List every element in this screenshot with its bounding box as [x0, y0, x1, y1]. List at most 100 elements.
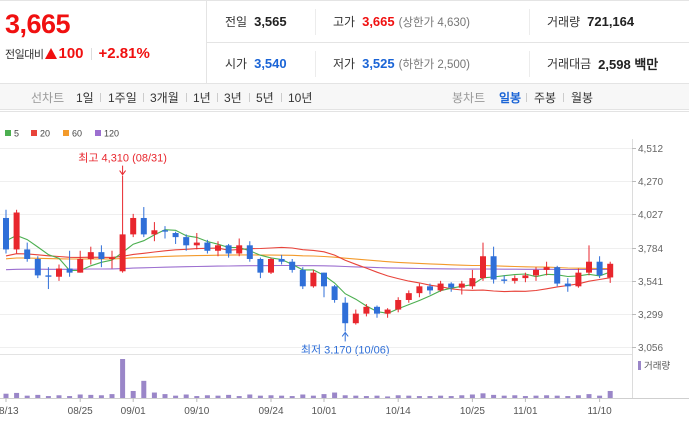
- volume-bar: [342, 395, 348, 398]
- candle: [458, 280, 465, 295]
- volume-bar: [204, 395, 210, 398]
- candle-body: [225, 245, 232, 254]
- change-percent: +2.81%: [98, 45, 150, 62]
- volume-bar: [151, 392, 157, 398]
- ytick-label: 3,056: [638, 343, 663, 354]
- divider: [529, 51, 530, 77]
- volume-bar: [501, 395, 507, 398]
- volume-bar: [14, 392, 20, 398]
- price-summary: 3,665 전일대비 100 +2.81% 전일 3,565 고가 3,665 …: [0, 0, 689, 85]
- candle: [427, 283, 433, 295]
- legend-label-5: 5: [14, 129, 19, 139]
- divider: [90, 47, 92, 60]
- candle: [299, 267, 306, 290]
- candle-body: [384, 309, 391, 314]
- candle-body: [310, 272, 317, 287]
- candle-body: [130, 217, 137, 235]
- volume-bar: [385, 396, 391, 398]
- volume-bar: [88, 394, 94, 398]
- ytick-label: 3,541: [638, 277, 663, 288]
- divider: [315, 51, 316, 77]
- candle-body: [13, 212, 20, 250]
- period-1d[interactable]: 1일: [76, 91, 94, 105]
- candle: [268, 257, 274, 275]
- candle-body: [98, 252, 105, 259]
- ytick-label: 4,027: [638, 210, 663, 221]
- period-1w[interactable]: 1주일: [108, 91, 137, 105]
- volume-bar: [395, 395, 401, 398]
- volume-bar: [56, 395, 62, 398]
- stat-label: 저가: [333, 57, 356, 71]
- summary-row-2: 시가 3,540 저가 3,525 (하한가 2,500) 거래대금 2,598…: [207, 43, 689, 85]
- volume-bar: [575, 395, 581, 398]
- candle-body: [522, 275, 529, 279]
- candle: [109, 250, 115, 269]
- candle-body: [437, 283, 444, 291]
- volume-bar: [363, 396, 369, 398]
- legend-swatch: [95, 130, 101, 136]
- volume-bar: [427, 396, 433, 398]
- change-label: 전일대비: [5, 48, 44, 61]
- candle-body: [56, 268, 62, 277]
- candle-body: [374, 306, 380, 314]
- candle: [490, 246, 497, 284]
- candle: [384, 308, 391, 318]
- volume-bar: [289, 396, 295, 398]
- candle: [246, 241, 253, 262]
- candle: [204, 239, 211, 254]
- candle-monthly[interactable]: 월봉: [571, 91, 594, 105]
- xtick-label: 09/10: [184, 406, 209, 417]
- legend-label-60: 60: [72, 129, 82, 139]
- candle: [522, 272, 529, 283]
- volume-bar: [374, 395, 380, 398]
- period-5y[interactable]: 5년: [256, 91, 274, 105]
- period-10y[interactable]: 10년: [288, 91, 313, 105]
- volume-bar: [247, 394, 253, 398]
- volume-bar: [300, 394, 306, 398]
- candle: [24, 242, 31, 262]
- candle: [151, 222, 158, 242]
- stat-label: 거래량: [547, 15, 581, 29]
- ma5-line: [5, 229, 611, 314]
- candlestick-chart[interactable]: 5 20 60 120 4,512 4,270 4,027 3,784 3,541 3,299 3…: [0, 111, 689, 430]
- candle-body: [24, 249, 31, 259]
- high-price-label: 최고 4,310 (08/31): [78, 152, 167, 165]
- divider: [100, 93, 101, 102]
- volume-bar: [226, 394, 232, 398]
- volume-bar: [215, 395, 221, 398]
- ytick-label: 3,784: [638, 244, 663, 255]
- candle: [342, 297, 349, 332]
- ma-legend: 5 20 60 120: [5, 129, 119, 139]
- xtick-label: 11/01: [513, 406, 538, 417]
- candle: [511, 275, 518, 284]
- candle-daily[interactable]: 일봉: [499, 91, 522, 105]
- candle-body: [215, 245, 221, 251]
- legend-swatch: [5, 130, 11, 136]
- ma60-line: [5, 254, 611, 270]
- ytick-label: 4,512: [638, 144, 663, 155]
- candle: [607, 261, 614, 283]
- period-3m[interactable]: 3개월: [150, 91, 179, 105]
- legend-label-20: 20: [40, 129, 50, 139]
- volume-bar: [469, 394, 475, 398]
- candle: [395, 297, 402, 313]
- price-axis: 4,512 4,270 4,027 3,784 3,541 3,299 3,056: [632, 144, 663, 354]
- xtick-label: 08/13: [0, 406, 19, 417]
- period-1y[interactable]: 1년: [193, 91, 211, 105]
- candle-body: [575, 272, 582, 287]
- volume-bar: [67, 396, 73, 398]
- candle: [183, 234, 190, 251]
- volume-bar: [109, 394, 115, 398]
- candle: [130, 213, 137, 238]
- candle: [564, 278, 571, 292]
- volume-bar: [438, 395, 444, 398]
- candle-body: [586, 261, 592, 273]
- candle-weekly[interactable]: 주봉: [534, 91, 557, 105]
- candle-body: [405, 293, 412, 300]
- line-chart-label: 선차트: [31, 91, 65, 105]
- candle-body: [352, 313, 359, 324]
- moving-average-lines: [5, 229, 611, 314]
- stat-label: 시가: [225, 57, 248, 71]
- period-3y[interactable]: 3년: [224, 91, 242, 105]
- volume-bar: [173, 395, 179, 398]
